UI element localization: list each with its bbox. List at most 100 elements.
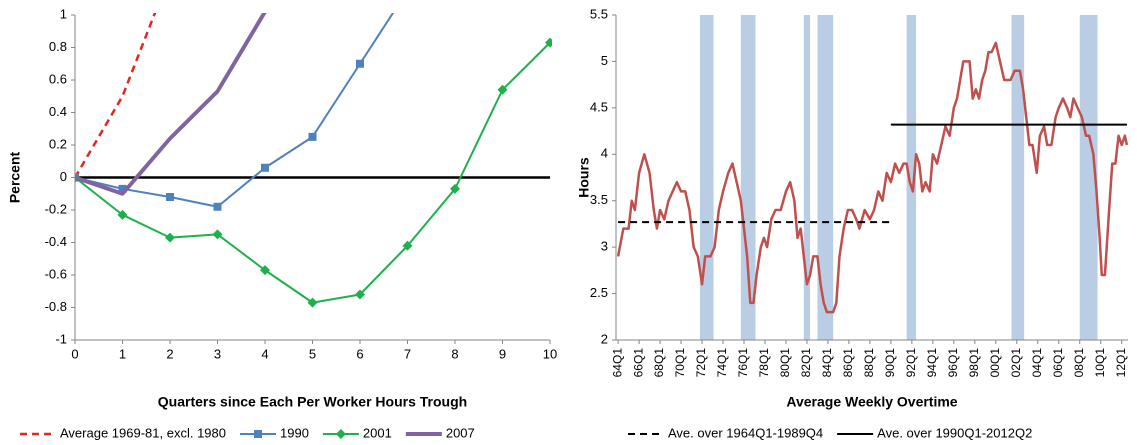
x-tick-label: 66Q1: [631, 348, 645, 378]
x-tick-label: 5: [309, 346, 316, 361]
shaded-range: [803, 15, 811, 340]
x-tick-label: 76Q1: [736, 348, 750, 378]
plot: -1-0.8-0.6-0.4-0.200.20.40.60.810 1 2 3 4 5 6 7…: [45, 6, 558, 361]
x-tick-label: 80Q1: [778, 348, 792, 378]
y-tick-label: -0.4: [45, 234, 67, 249]
series: [75, 13, 157, 179]
legend-item: Ave. over 1990Q1-2012Q2: [837, 425, 1032, 440]
x-tick-label: 2: [166, 346, 173, 361]
x-tick-label: 96Q1: [946, 348, 960, 378]
series-line: [75, 41, 551, 304]
y-tick-label: 4: [601, 146, 608, 161]
marker: [117, 209, 128, 220]
y-axis-title: Percent: [7, 151, 23, 203]
legend-label: Average 1969-81, excl. 1980: [60, 425, 226, 440]
y-tick-label: 0: [60, 169, 67, 184]
x-tick-label: 92Q1: [904, 348, 918, 378]
x-tick-label: 82Q1: [799, 348, 813, 378]
x-tick-label: 6: [356, 346, 363, 361]
x-tick-label: 7: [404, 346, 411, 361]
x-tick-label: 90Q1: [883, 348, 897, 378]
marker: [497, 84, 508, 95]
y-tick-label: 1: [60, 6, 67, 21]
x-tick-label: 08Q1: [1072, 348, 1086, 378]
x-axis-title: Average Weekly Overtime: [786, 394, 957, 410]
x-tick-label: 10: [543, 346, 557, 361]
legend-item: 2001: [322, 425, 392, 440]
marker: [355, 289, 365, 300]
legend-item: Average 1969-81, excl. 1980: [20, 425, 226, 440]
series-line: [75, 13, 157, 179]
x-tick-label: 98Q1: [967, 348, 981, 378]
y-tick-label: -0.8: [45, 299, 67, 314]
marker: [308, 132, 317, 141]
x-tick-label: 78Q1: [757, 348, 771, 378]
y-tick-label: 0.6: [49, 71, 67, 86]
y-tick-label: 5.5: [590, 6, 608, 21]
marker: [545, 37, 552, 48]
x-tick-label: 74Q1: [715, 348, 729, 378]
x-tick-label: 68Q1: [652, 348, 666, 378]
series: [75, 37, 552, 308]
x-tick-label: 64Q1: [610, 348, 624, 378]
legend-label: 2007: [446, 425, 475, 440]
x-tick-label: 86Q1: [841, 348, 855, 378]
shaded-range: [699, 15, 714, 340]
shaded-range: [1079, 15, 1098, 340]
shaded-range: [740, 15, 756, 340]
x-tick-label: 06Q1: [1051, 348, 1065, 378]
marker: [307, 297, 318, 308]
y-tick-label: 0.2: [49, 136, 67, 151]
shaded-range: [1011, 15, 1025, 340]
legend-label: 2001: [363, 425, 392, 440]
y-tick-label: 2.5: [590, 285, 608, 300]
marker: [166, 193, 174, 201]
marker: [165, 232, 175, 243]
x-tick-label: 8: [451, 346, 458, 361]
x-tick-label: 4: [261, 346, 268, 361]
x-axis-title: Quarters since Each Per Worker Hours Tro…: [158, 394, 467, 410]
marker: [213, 202, 222, 211]
x-tick-label: 94Q1: [925, 348, 939, 378]
x-tick-label: 1: [119, 346, 126, 361]
x-tick-label: 84Q1: [820, 348, 834, 378]
marker: [450, 183, 460, 194]
marker: [260, 265, 270, 276]
shaded-range: [906, 15, 917, 340]
y-tick-label: -1: [55, 331, 67, 346]
x-tick-label: 72Q1: [694, 348, 708, 378]
y-tick-label: 0.8: [49, 39, 67, 54]
legend-label: Ave. over 1964Q1-1989Q4: [668, 425, 823, 440]
legend-item: 2007: [405, 425, 475, 440]
x-tick-label: 70Q1: [673, 348, 687, 378]
legend-item: 1990: [240, 425, 309, 440]
series: [75, 13, 395, 211]
y-axis-title: Hours: [576, 157, 592, 198]
y-tick-label: 5: [601, 53, 608, 68]
x-tick-label: 3: [214, 346, 221, 361]
y-tick-label: 2: [601, 331, 608, 346]
series-line: [75, 13, 267, 196]
x-tick-label: 10Q1: [1093, 348, 1107, 378]
series: [75, 13, 267, 196]
x-tick-label: 02Q1: [1009, 348, 1023, 378]
series-line: [616, 41, 1129, 314]
x-tick-label: 00Q1: [988, 348, 1002, 378]
series-line: [75, 13, 395, 208]
y-tick-label: -0.6: [45, 266, 67, 281]
marker: [212, 229, 223, 240]
y-tick-label: 3: [601, 239, 608, 254]
x-tick-label: 9: [499, 346, 506, 361]
legend-item: Ave. over 1964Q1-1989Q4: [628, 425, 823, 440]
marker: [402, 240, 413, 251]
x-tick-label: 88Q1: [862, 348, 876, 378]
x-tick-label: 12Q1: [1114, 348, 1128, 378]
marker: [118, 184, 127, 193]
shaded-range: [817, 15, 834, 340]
series: [616, 41, 1129, 314]
marker: [356, 59, 364, 68]
marker: [254, 430, 262, 438]
x-tick-label: 0: [71, 346, 78, 361]
legend-label: Ave. over 1990Q1-2012Q2: [877, 425, 1032, 440]
